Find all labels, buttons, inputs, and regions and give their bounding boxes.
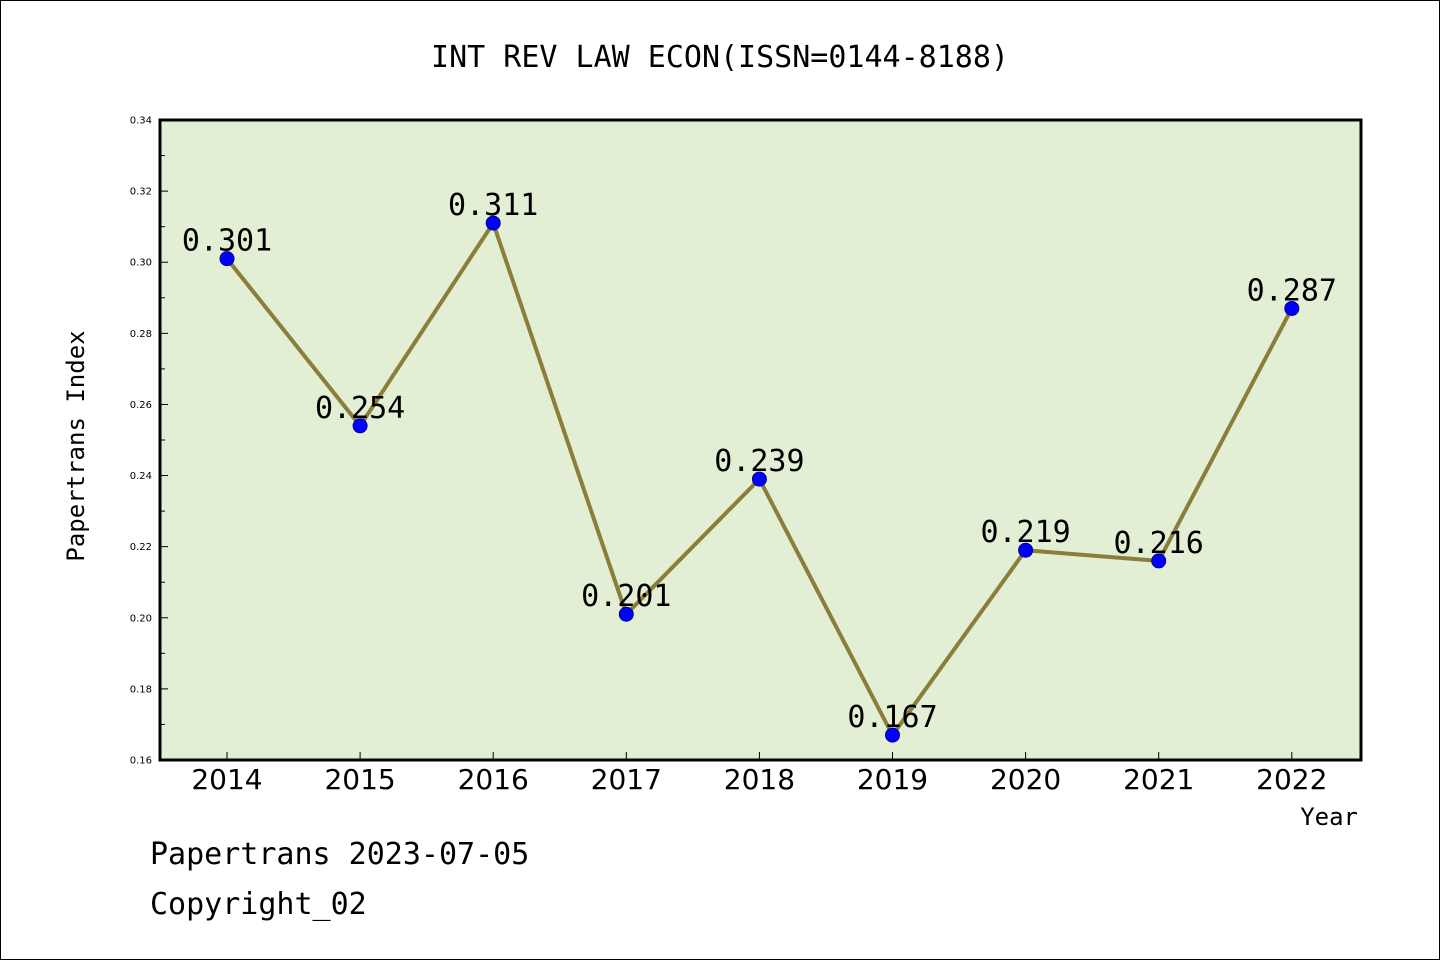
data-labels: 0.301 0.254 0.311 0.201 0.239 0.167 0.219 0.216… [182, 188, 1337, 735]
x-tick-label: 2021 [1123, 763, 1194, 796]
data-point [1018, 542, 1034, 558]
data-point [485, 215, 501, 231]
y-tick-label: 0.26 [130, 400, 152, 411]
data-point [219, 251, 235, 267]
footer-date: Papertrans 2023-07-05 [150, 837, 529, 872]
x-tick-label: 2016 [458, 763, 529, 796]
x-axis-label: Year [1300, 803, 1358, 831]
y-axis: 0.16 0.18 0.20 0.22 0.24 0.26 0.28 0.30 0.32 0.34 [130, 116, 168, 767]
data-label: 0.239 [714, 444, 804, 479]
y-tick-label: 0.28 [130, 329, 152, 340]
x-tick-label: 2015 [324, 763, 395, 796]
data-label: 0.167 [847, 700, 937, 735]
plot-border [158, 118, 1363, 762]
y-tick-label: 0.30 [130, 258, 152, 269]
data-label: 0.301 [182, 224, 272, 259]
y-tick-label: 0.34 [130, 116, 152, 127]
y-tick-label: 0.32 [130, 187, 152, 198]
data-label: 0.254 [315, 391, 405, 426]
x-tick-label: 2019 [857, 763, 928, 796]
data-point [352, 418, 368, 434]
y-tick-label: 0.20 [130, 613, 152, 624]
y-tick-label: 0.16 [130, 756, 152, 767]
x-tick-label: 2020 [990, 763, 1061, 796]
chart-title: INT REV LAW ECON(ISSN=0144-8188) [431, 40, 1009, 75]
y-tick-label: 0.22 [130, 542, 152, 553]
data-label: 0.216 [1114, 526, 1204, 561]
x-tick-label: 2014 [191, 763, 262, 796]
data-markers [219, 215, 1300, 743]
plot-area [160, 120, 1361, 760]
x-tick-label: 2018 [724, 763, 795, 796]
data-point [1151, 553, 1167, 569]
data-label: 0.201 [581, 579, 671, 614]
data-point [618, 606, 634, 622]
y-axis-label: Papertrans Index [62, 330, 90, 561]
x-tick-label: 2017 [591, 763, 662, 796]
x-axis: 2014 2015 2016 2017 2018 2019 2020 2021 2022 [191, 752, 1327, 796]
y-tick-label: 0.24 [130, 471, 152, 482]
x-tick-label: 2022 [1256, 763, 1327, 796]
y-tick-label: 0.18 [130, 684, 152, 695]
data-label: 0.311 [448, 188, 538, 223]
data-label: 0.287 [1247, 273, 1337, 308]
data-point [1284, 300, 1300, 316]
data-point [751, 471, 767, 487]
data-point [885, 727, 900, 743]
data-label: 0.219 [980, 515, 1070, 550]
footer-copyright: Copyright_02 [150, 887, 367, 922]
